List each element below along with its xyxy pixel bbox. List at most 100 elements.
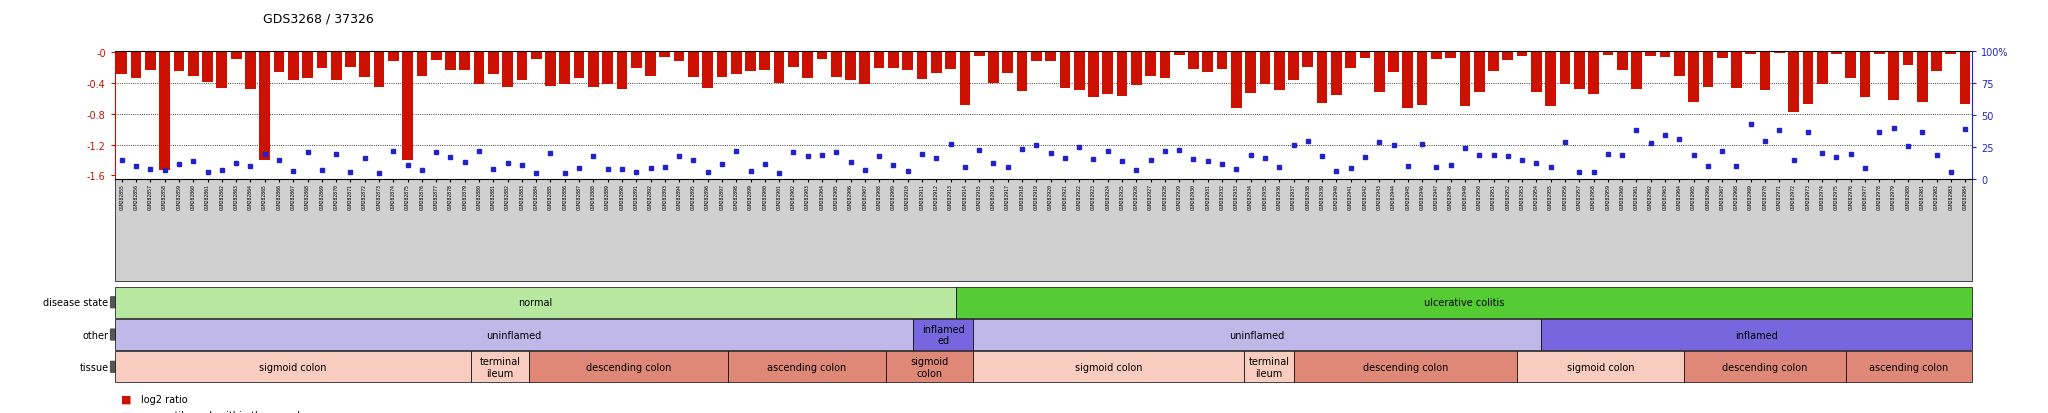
Bar bbox=[903, 53, 913, 71]
Bar bbox=[545, 53, 555, 87]
Bar bbox=[1630, 53, 1642, 90]
Bar bbox=[1044, 53, 1057, 62]
Bar bbox=[831, 53, 842, 77]
Bar bbox=[688, 53, 698, 78]
Bar bbox=[416, 53, 428, 77]
Bar bbox=[1130, 53, 1141, 86]
Bar bbox=[961, 53, 971, 106]
Bar bbox=[817, 53, 827, 59]
Bar bbox=[346, 53, 356, 68]
Bar bbox=[1645, 53, 1657, 57]
Text: sigmoid colon: sigmoid colon bbox=[1567, 362, 1634, 372]
Text: terminal
ileum: terminal ileum bbox=[1249, 356, 1290, 378]
Text: inflamed
ed: inflamed ed bbox=[922, 324, 965, 346]
Bar bbox=[1731, 53, 1741, 89]
Bar bbox=[1817, 53, 1827, 85]
Text: uninflamed: uninflamed bbox=[1229, 330, 1284, 340]
Bar bbox=[932, 53, 942, 74]
Bar bbox=[1159, 53, 1169, 79]
Bar bbox=[846, 53, 856, 81]
Bar bbox=[1561, 53, 1571, 85]
Bar bbox=[231, 53, 242, 60]
Bar bbox=[473, 53, 485, 85]
Bar bbox=[659, 53, 670, 58]
Bar bbox=[860, 53, 870, 85]
Bar bbox=[274, 53, 285, 73]
Bar bbox=[889, 53, 899, 69]
Text: inflamed: inflamed bbox=[1735, 330, 1778, 340]
Bar bbox=[1917, 53, 1927, 102]
Bar bbox=[1931, 53, 1942, 72]
Text: ■: ■ bbox=[121, 411, 135, 413]
Bar bbox=[918, 53, 928, 80]
Bar bbox=[874, 53, 885, 69]
Bar bbox=[530, 53, 541, 60]
Bar bbox=[1389, 53, 1399, 73]
Bar bbox=[602, 53, 612, 85]
Text: GDS3268 / 37326: GDS3268 / 37326 bbox=[264, 12, 375, 25]
Bar bbox=[459, 53, 471, 71]
Bar bbox=[1888, 53, 1898, 101]
Bar bbox=[1274, 53, 1284, 90]
Bar bbox=[1503, 53, 1513, 61]
Bar bbox=[430, 53, 442, 61]
Bar bbox=[1845, 53, 1855, 78]
Text: ■: ■ bbox=[121, 394, 135, 404]
Bar bbox=[1673, 53, 1686, 77]
Bar bbox=[702, 53, 713, 89]
Bar bbox=[788, 53, 799, 68]
Bar bbox=[1831, 53, 1841, 55]
Bar bbox=[203, 53, 213, 83]
Bar bbox=[444, 53, 457, 71]
Bar bbox=[516, 53, 526, 81]
Bar bbox=[387, 53, 399, 62]
Text: log2 ratio: log2 ratio bbox=[141, 394, 188, 404]
Bar bbox=[1587, 53, 1599, 95]
Bar bbox=[1546, 53, 1556, 107]
Bar bbox=[1575, 53, 1585, 90]
Text: descending colon: descending colon bbox=[586, 362, 672, 372]
Bar bbox=[1702, 53, 1714, 88]
Bar bbox=[631, 53, 641, 69]
Bar bbox=[502, 53, 512, 88]
Text: sigmoid colon: sigmoid colon bbox=[1075, 362, 1143, 372]
Bar bbox=[1346, 53, 1356, 69]
Bar bbox=[1016, 53, 1028, 92]
Bar bbox=[803, 53, 813, 79]
Bar bbox=[1860, 53, 1870, 98]
Bar bbox=[645, 53, 655, 77]
Bar bbox=[1030, 53, 1042, 62]
Bar bbox=[174, 53, 184, 71]
Text: normal: normal bbox=[518, 297, 553, 308]
Text: ascending colon: ascending colon bbox=[768, 362, 846, 372]
Bar bbox=[1432, 53, 1442, 59]
Bar bbox=[303, 53, 313, 78]
Bar bbox=[1245, 53, 1255, 93]
Bar bbox=[358, 53, 371, 78]
Bar bbox=[1174, 53, 1184, 55]
Bar bbox=[1288, 53, 1298, 81]
Bar bbox=[588, 53, 598, 88]
Bar bbox=[246, 53, 256, 90]
Text: other: other bbox=[82, 330, 109, 340]
Bar bbox=[1446, 53, 1456, 59]
Bar bbox=[1403, 53, 1413, 109]
Bar bbox=[1231, 53, 1241, 109]
Bar bbox=[1202, 53, 1212, 73]
Text: percentile rank within the sample: percentile rank within the sample bbox=[141, 411, 307, 413]
Bar bbox=[373, 53, 385, 88]
Bar bbox=[760, 53, 770, 71]
Bar bbox=[987, 53, 999, 84]
Bar bbox=[1759, 53, 1769, 91]
Bar bbox=[289, 53, 299, 81]
Bar bbox=[1001, 53, 1014, 74]
Bar bbox=[160, 53, 170, 171]
Text: descending colon: descending colon bbox=[1364, 362, 1448, 372]
Bar bbox=[1145, 53, 1155, 76]
Bar bbox=[1688, 53, 1700, 102]
Bar bbox=[1616, 53, 1628, 71]
Bar bbox=[1317, 53, 1327, 104]
Bar bbox=[774, 53, 784, 84]
Bar bbox=[317, 53, 328, 69]
Bar bbox=[674, 53, 684, 62]
